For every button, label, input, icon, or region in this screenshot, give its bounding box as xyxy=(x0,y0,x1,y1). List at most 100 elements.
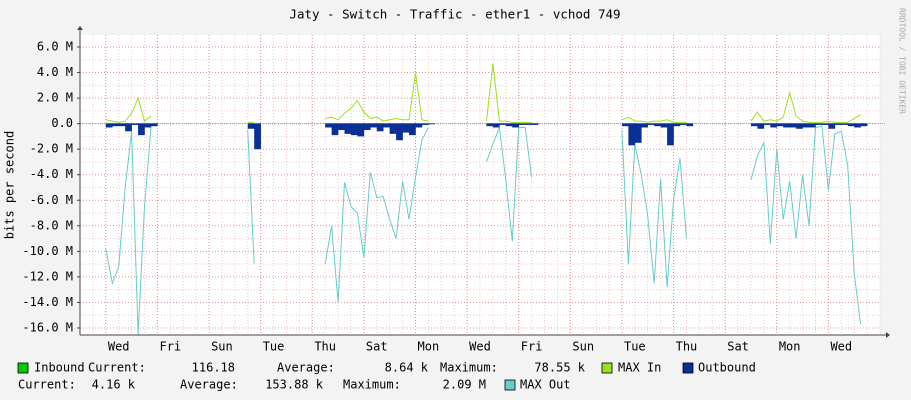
area-bar xyxy=(363,122,371,124)
area-bar xyxy=(660,122,668,124)
y-tick-label: -16.0 M xyxy=(22,320,73,334)
area-bar xyxy=(331,122,339,124)
area-bar xyxy=(686,122,694,124)
area-bar xyxy=(667,123,674,146)
area-bar xyxy=(118,122,126,124)
area-bar xyxy=(486,123,494,127)
area-bar xyxy=(821,122,829,124)
area-bar xyxy=(628,122,636,124)
area-bar xyxy=(641,123,649,128)
x-tick-label: Sun xyxy=(211,340,233,354)
chart-title: Jaty - Switch - Traffic - ether1 - vchod… xyxy=(289,7,620,22)
area-bar xyxy=(125,123,132,132)
area-bar xyxy=(660,123,668,128)
area-bar xyxy=(492,123,500,128)
area-bar xyxy=(673,123,681,127)
area-bar xyxy=(138,122,145,124)
x-tick-label: Tue xyxy=(624,340,646,354)
x-tick-label: Thu xyxy=(676,340,698,354)
x-tick-label: Fri xyxy=(159,340,181,354)
y-tick-label: 4.0 M xyxy=(37,65,73,79)
area-bar xyxy=(621,122,629,124)
x-tick-label: Sat xyxy=(366,340,388,354)
area-bar xyxy=(841,122,849,124)
legend-stat-value: 4.16 k xyxy=(92,378,136,392)
area-bar xyxy=(654,122,661,124)
area-bar xyxy=(396,123,403,141)
area-bar xyxy=(763,122,771,124)
area-bar xyxy=(370,123,378,128)
area-bar xyxy=(112,123,120,127)
x-tick-label: Mon xyxy=(418,340,440,354)
area-bar xyxy=(105,123,113,128)
legend-swatch xyxy=(17,362,29,374)
area-bar xyxy=(834,123,842,125)
area-bar xyxy=(841,123,849,125)
y-axis-label: bits per second xyxy=(3,131,17,239)
series-line xyxy=(105,125,862,335)
area-bar xyxy=(821,123,829,125)
area-bar xyxy=(634,122,642,124)
area-bar xyxy=(402,123,410,133)
area-bar xyxy=(409,122,416,124)
watermark: RRDTOOL / TOBI OETIKER xyxy=(898,8,907,114)
legend-swatch xyxy=(504,379,516,391)
area-bar xyxy=(628,123,636,146)
area-bar xyxy=(860,123,868,127)
area-bar xyxy=(144,123,152,128)
y-tick-label: -2.0 M xyxy=(30,142,73,156)
area-bar xyxy=(325,122,332,124)
area-bar xyxy=(131,122,139,124)
area-bar xyxy=(350,123,358,136)
area-bar xyxy=(815,123,823,125)
area-bar xyxy=(834,122,842,124)
area-bar xyxy=(525,122,532,124)
area-bar xyxy=(370,122,378,124)
legend-stat-label: Average: xyxy=(180,378,238,392)
legend-swatch xyxy=(601,362,613,374)
area-bar xyxy=(783,123,790,128)
y-tick-label: -6.0 M xyxy=(30,193,73,207)
area-bar xyxy=(854,122,861,124)
legend-label: MAX Out xyxy=(520,378,571,392)
area-bar xyxy=(247,122,255,124)
area-bar xyxy=(796,122,803,124)
area-bar xyxy=(383,122,390,124)
area-bar xyxy=(802,123,810,128)
area-bar xyxy=(254,122,261,124)
legend-stat-value: 8.64 k xyxy=(385,361,429,375)
area-bar xyxy=(789,122,797,124)
area-bar xyxy=(828,123,836,129)
area-bar xyxy=(396,122,403,124)
area-bar xyxy=(105,122,113,124)
area-bar xyxy=(757,122,765,124)
legend-swatch xyxy=(682,362,694,374)
area-bar xyxy=(415,123,423,128)
x-tick-label: Wed xyxy=(108,340,130,354)
area-bar xyxy=(770,122,778,124)
y-tick-label: -10.0 M xyxy=(22,244,73,258)
area-bar xyxy=(389,123,397,134)
area-bar xyxy=(331,123,339,136)
area-bar xyxy=(750,123,758,127)
area-bar xyxy=(415,122,423,124)
area-bar xyxy=(815,122,823,124)
area-bar xyxy=(667,122,674,124)
x-tick-label: Wed xyxy=(469,340,491,354)
area-bar xyxy=(621,123,629,127)
area-bar xyxy=(112,122,120,124)
area-bar xyxy=(338,123,345,131)
y-tick-label: 2.0 M xyxy=(37,91,73,105)
legend-stat-label: Average: xyxy=(277,361,335,375)
area-bar xyxy=(357,122,365,124)
area-bar xyxy=(847,123,855,127)
x-tick-label: Thu xyxy=(314,340,336,354)
area-bar xyxy=(402,122,410,124)
area-bar xyxy=(254,123,261,150)
axis-arrow xyxy=(77,26,83,30)
area-bar xyxy=(409,123,416,136)
area-bar xyxy=(634,123,642,143)
area-bar xyxy=(763,123,771,125)
area-bar xyxy=(247,123,255,129)
area-bar xyxy=(854,123,861,128)
